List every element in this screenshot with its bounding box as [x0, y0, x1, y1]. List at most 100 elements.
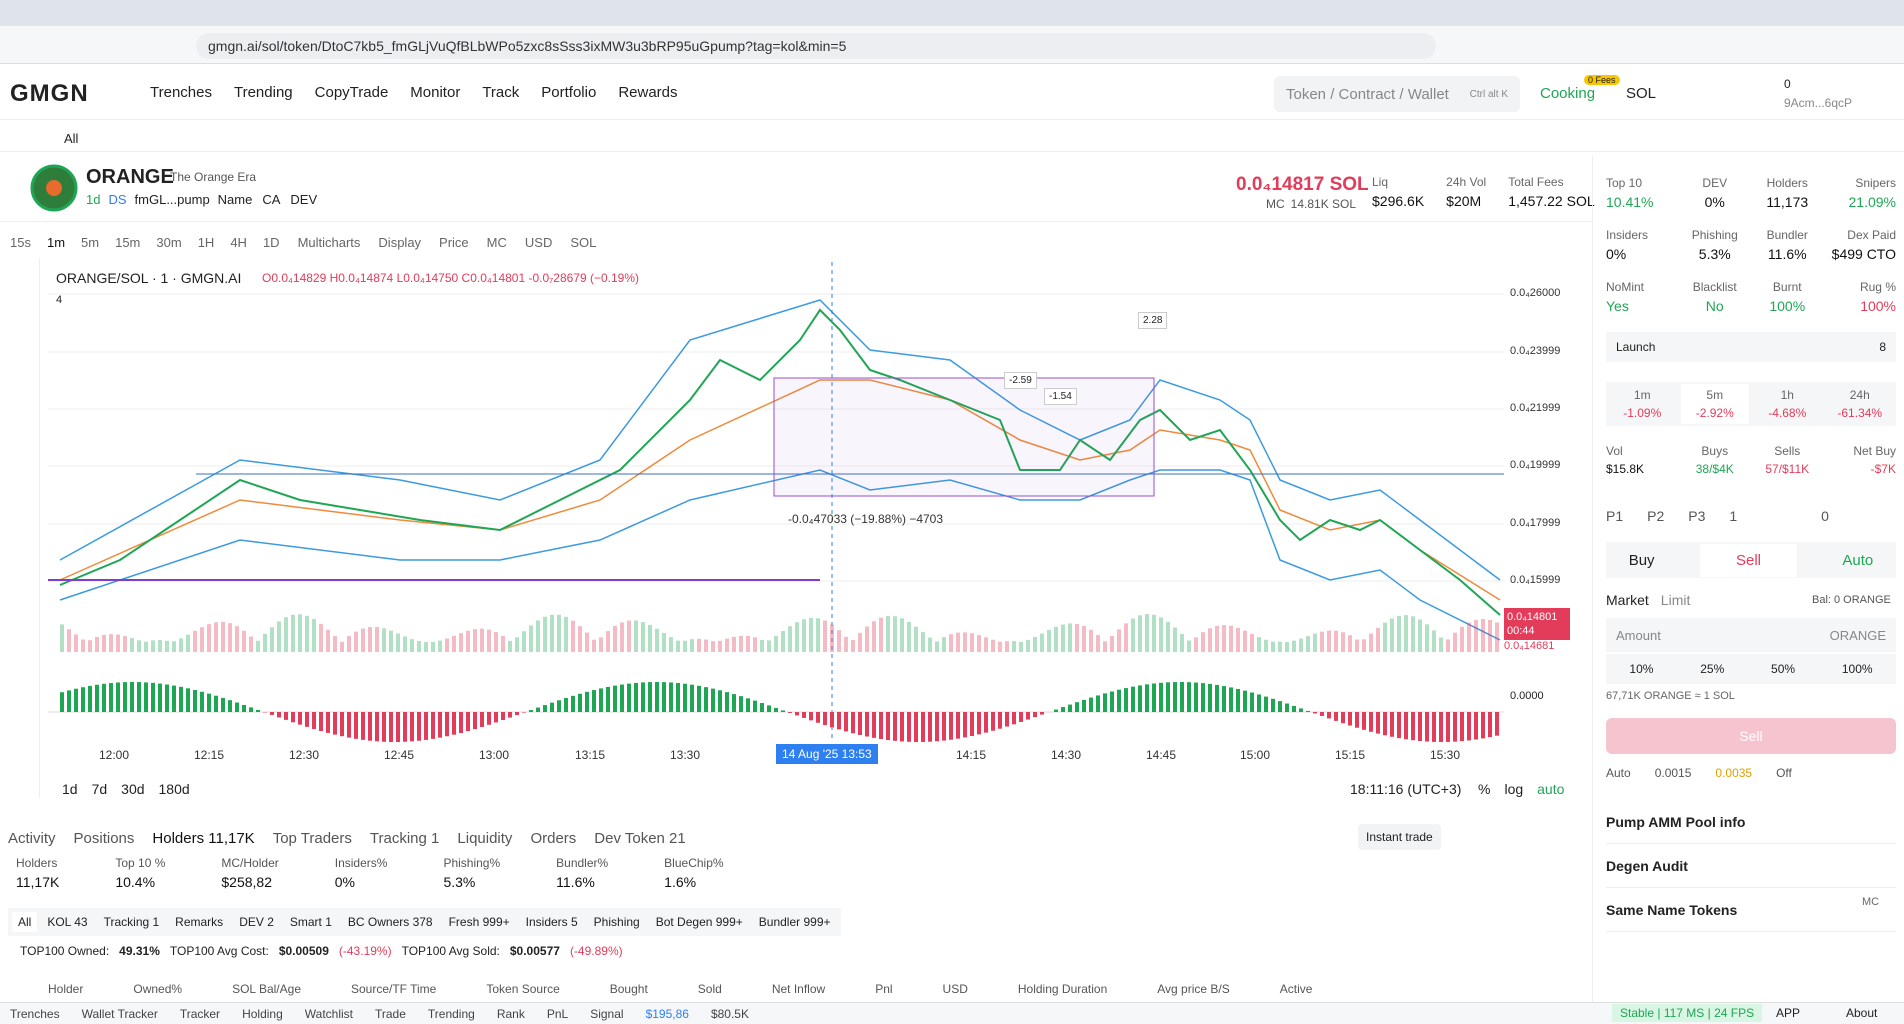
item[interactable]: Orders	[530, 830, 577, 847]
about[interactable]: About	[1846, 1006, 1878, 1020]
item[interactable]: All	[12, 912, 38, 932]
item[interactable]: P1	[1606, 508, 1624, 524]
item[interactable]: 100%	[1841, 662, 1873, 676]
sell[interactable]: Sell	[1699, 543, 1797, 577]
logo[interactable]: GMGN	[10, 80, 89, 107]
item[interactable]: 1m	[46, 234, 66, 250]
item[interactable]: Auto	[1606, 766, 1631, 780]
item[interactable]: Same Name Tokens	[1606, 888, 1896, 932]
item[interactable]: Source/TF Time	[351, 982, 437, 996]
status-item[interactable]: Holding	[242, 1006, 283, 1021]
item[interactable]: Pump AMM Pool info	[1606, 800, 1896, 844]
item[interactable]: Off	[1776, 766, 1792, 780]
item[interactable]: 50%	[1771, 662, 1796, 676]
item[interactable]: 30m	[156, 234, 182, 250]
item[interactable]: Token Source	[486, 982, 560, 996]
item[interactable]: Remarks	[175, 915, 224, 929]
cooking[interactable]: Cooking	[1540, 85, 1596, 102]
item[interactable]: Avg price B/S	[1157, 982, 1230, 996]
display[interactable]: Display	[378, 234, 422, 250]
usd[interactable]: USD	[524, 234, 553, 250]
item[interactable]: CA	[262, 192, 281, 207]
status-item[interactable]: Trenches	[10, 1006, 60, 1021]
item[interactable]: 25%	[1700, 662, 1725, 676]
item[interactable]: Track	[482, 84, 520, 101]
item[interactable]: 15m	[115, 234, 141, 250]
item[interactable]: 0.0015	[1654, 766, 1692, 780]
item[interactable]: Trending	[233, 84, 293, 101]
item[interactable]: 180d	[158, 781, 190, 797]
item[interactable]: Pnl	[875, 982, 893, 996]
item[interactable]: 1d	[62, 781, 78, 797]
item[interactable]: Bought	[609, 982, 648, 996]
item[interactable]: 5m	[81, 234, 100, 250]
item[interactable]: 30d	[121, 781, 145, 797]
item[interactable]: Owned%	[133, 982, 183, 996]
item[interactable]: DEV 2	[239, 915, 274, 929]
item[interactable]: USD	[942, 982, 968, 996]
status-item[interactable]: Watchlist	[304, 1006, 353, 1021]
item[interactable]: 15s	[10, 234, 31, 250]
item[interactable]: Insiders 5	[525, 915, 578, 929]
item[interactable]: Name	[217, 192, 253, 207]
item[interactable]: SOL Bal/Age	[232, 982, 301, 996]
filter[interactable]: All	[64, 131, 79, 146]
item[interactable]: Smart 1	[289, 915, 332, 929]
item[interactable]: log	[1504, 781, 1524, 797]
indicator-count[interactable]: 4	[56, 294, 63, 306]
item[interactable]: Rewards	[618, 84, 678, 101]
address[interactable]: fmGL...pump	[134, 192, 210, 207]
app[interactable]: APP	[1776, 1006, 1801, 1020]
item[interactable]: %	[1478, 781, 1491, 797]
status-item[interactable]: Rank	[496, 1006, 525, 1021]
sol[interactable]: SOL	[570, 234, 597, 250]
item[interactable]: 4H	[230, 234, 247, 250]
item[interactable]: Fresh 999+	[448, 915, 510, 929]
multicharts[interactable]: Multicharts	[297, 234, 361, 250]
item[interactable]: Liquidity	[457, 830, 513, 847]
status-item[interactable]: PnL	[546, 1006, 569, 1021]
auto[interactable]: Auto	[1842, 551, 1874, 569]
status-item[interactable]: Wallet Tracker	[81, 1006, 158, 1021]
item[interactable]: 0.0035	[1715, 766, 1753, 780]
item[interactable]: Portfolio	[541, 84, 597, 101]
search[interactable]: Token / Contract / Wallet Ctrl alt K	[1274, 76, 1520, 112]
wallet[interactable]: 9Acm...6qcP	[1784, 96, 1853, 110]
item[interactable]: Top Traders	[272, 830, 352, 847]
limit[interactable]: Limit	[1660, 592, 1691, 608]
item[interactable]: Tracking 1	[369, 830, 440, 847]
item[interactable]: Bot Degen 999+	[655, 915, 743, 929]
item[interactable]: P3	[1688, 508, 1706, 524]
item[interactable]: auto	[1537, 781, 1565, 797]
item[interactable]: Sold	[697, 982, 722, 996]
instant-trade[interactable]: Instant trade	[1358, 824, 1441, 850]
item[interactable]: 10%	[1629, 662, 1654, 676]
item[interactable]: Trenches	[150, 84, 212, 101]
item[interactable]: Tracking 1	[103, 915, 160, 929]
item[interactable]: Positions	[73, 830, 135, 847]
market[interactable]: Market	[1606, 592, 1649, 608]
item[interactable]: Dev Token 21	[594, 830, 686, 847]
amount[interactable]: Amount ORANGE	[1606, 618, 1896, 652]
item[interactable]: KOL 43	[47, 915, 88, 929]
item[interactable]: Holding Duration	[1017, 982, 1108, 996]
item[interactable]: CopyTrade	[314, 84, 389, 101]
item[interactable]: 1H	[197, 234, 215, 250]
item[interactable]: Active	[1279, 982, 1313, 996]
item[interactable]: Holder	[48, 982, 84, 996]
item[interactable]: Net Inflow	[771, 982, 826, 996]
url[interactable]: gmgn.ai/sol/token/DtoC7kb5_fmGLjVuQfBLbW…	[196, 33, 1436, 59]
status-item[interactable]: Trade	[375, 1006, 406, 1021]
item[interactable]: Phishing	[593, 915, 640, 929]
chain[interactable]: SOL	[1626, 85, 1657, 102]
price[interactable]: Price	[439, 234, 469, 250]
mc[interactable]: MC	[486, 234, 507, 250]
buy[interactable]: Buy	[1628, 551, 1655, 569]
item[interactable]: 7d	[91, 781, 108, 797]
item[interactable]: Monitor	[410, 84, 461, 101]
item[interactable]: Activity	[8, 830, 56, 847]
status-item[interactable]: Tracker	[179, 1006, 221, 1021]
item[interactable]: Bundler 999+	[758, 915, 831, 929]
status-item[interactable]: Trending	[427, 1006, 475, 1021]
item[interactable]: Degen Audit	[1606, 844, 1896, 888]
